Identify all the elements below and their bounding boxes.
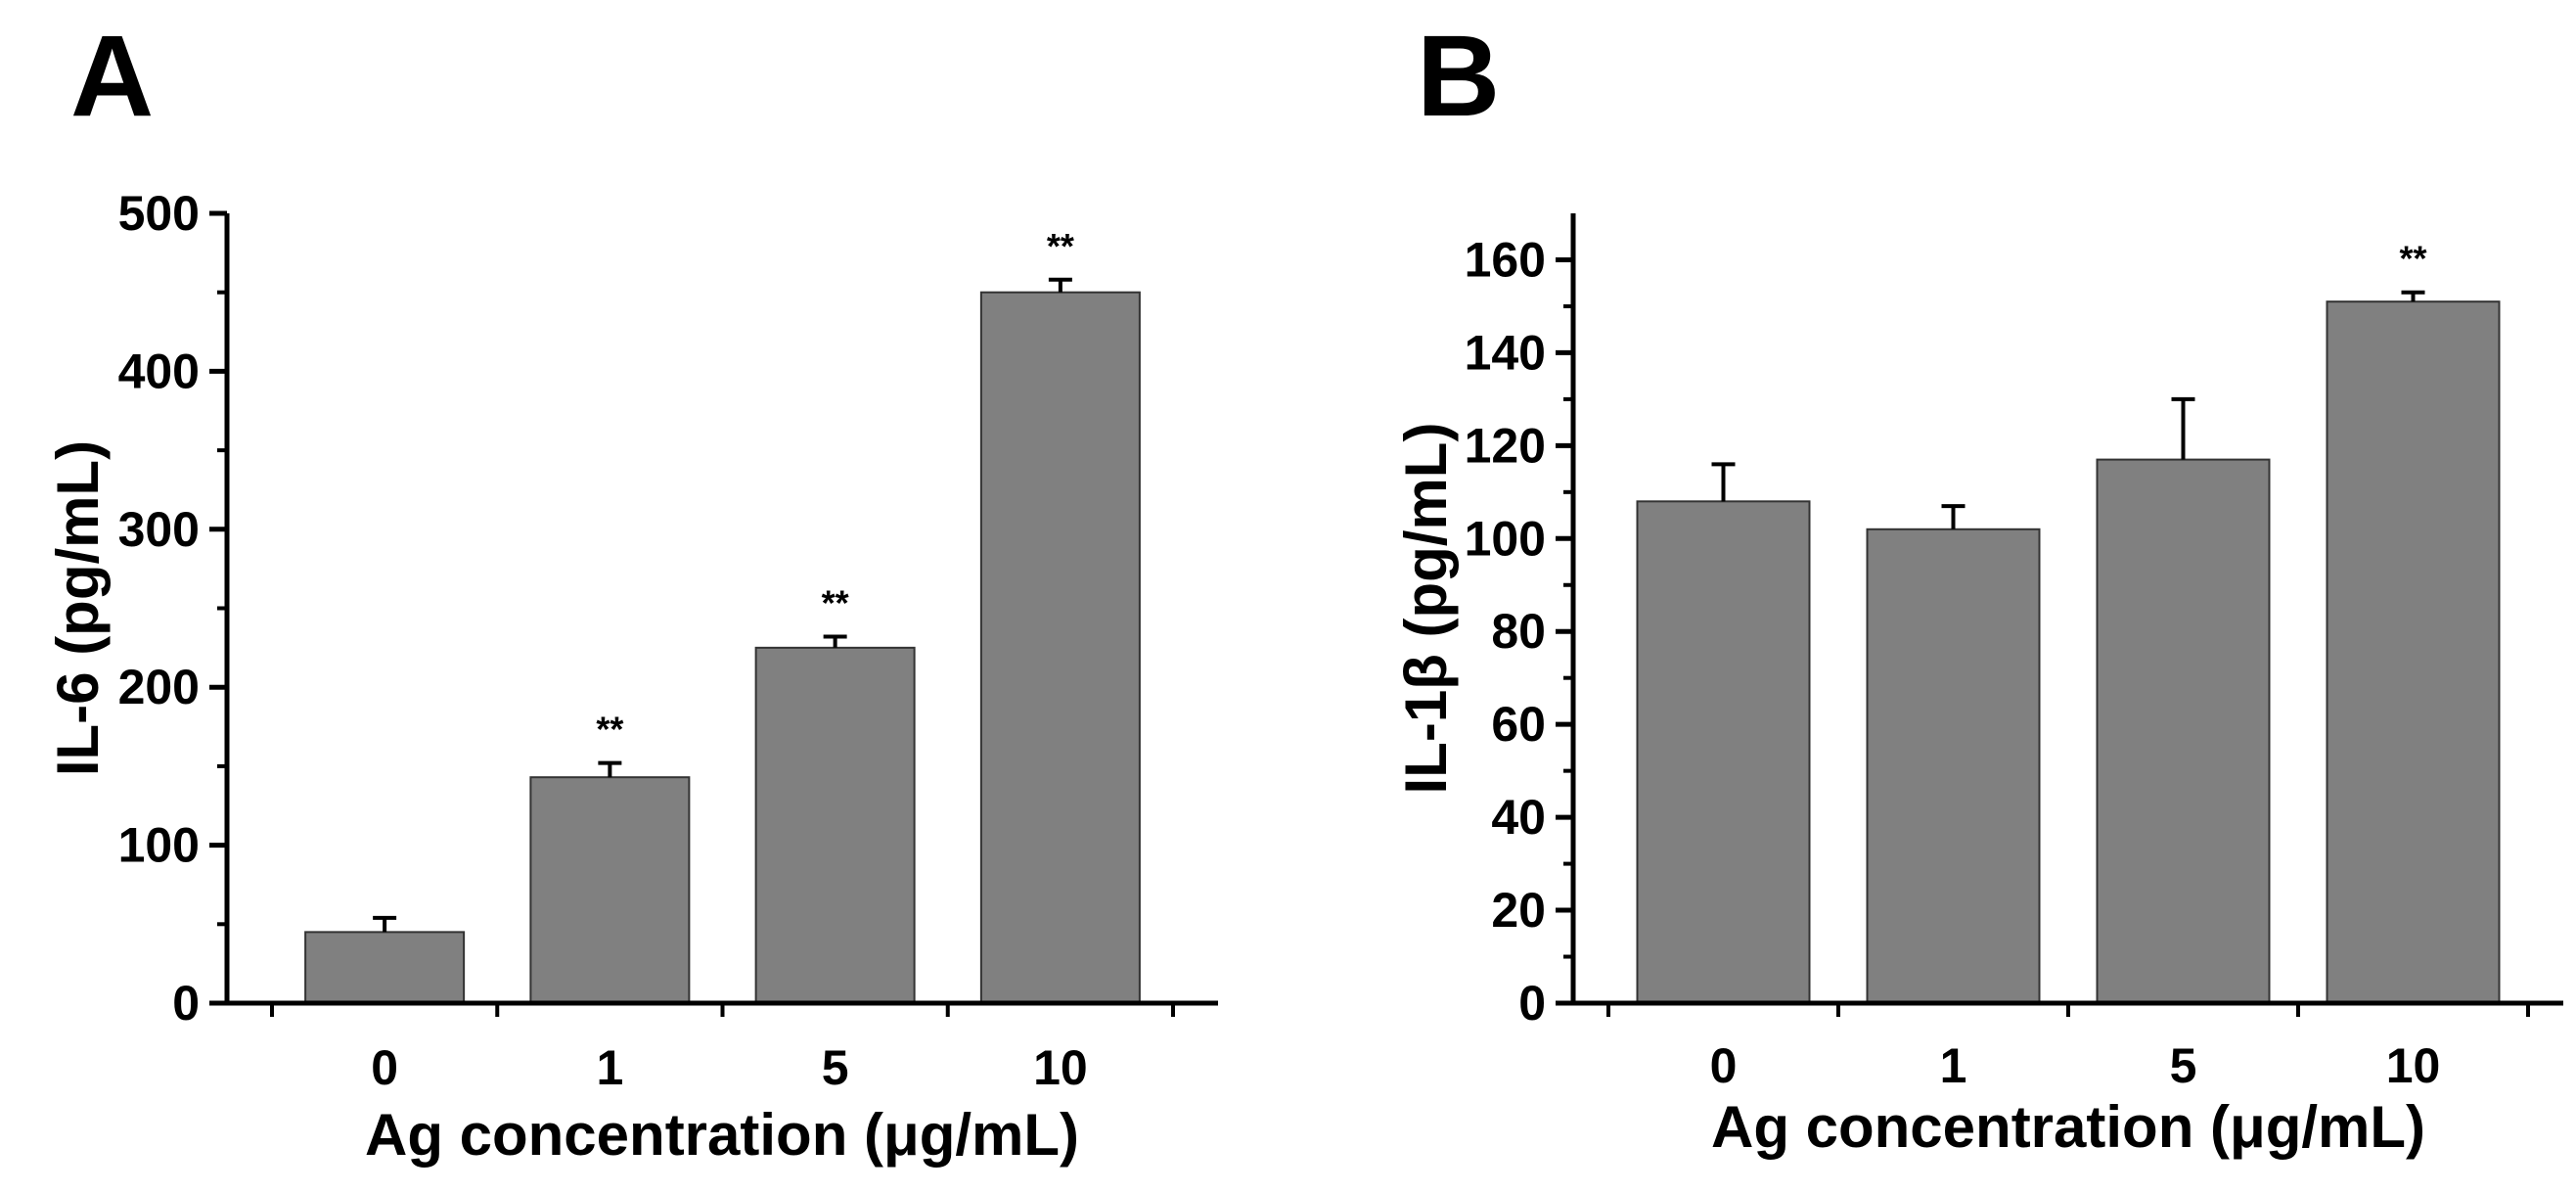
x-tick-label: 5 — [2170, 1038, 2197, 1093]
panel-letter: A — [70, 12, 154, 141]
bar — [529, 776, 691, 1004]
y-tick-label: 100 — [118, 818, 200, 873]
x-tick-label: 0 — [371, 1040, 398, 1095]
bar — [304, 931, 466, 1004]
y-tick-label: 0 — [172, 976, 200, 1031]
panel-letter: B — [1417, 12, 1500, 141]
bar — [979, 291, 1141, 1004]
y-tick-label: 0 — [1518, 976, 1546, 1031]
x-tick-label: 0 — [1710, 1038, 1738, 1093]
significance-label: ** — [596, 710, 623, 750]
y-axis-title: IL-6 (pg/mL) — [45, 440, 111, 776]
panel-a: A ** ** ** 0 100 200 300 400 500 0 1 5 10 Ag concentra… — [45, 12, 1218, 1168]
x-tick-label: 5 — [822, 1040, 849, 1095]
x-tick-label: 1 — [596, 1040, 623, 1095]
y-tick-label: 400 — [118, 344, 200, 398]
x-tick-label: 10 — [1033, 1040, 1088, 1095]
bar — [2096, 458, 2271, 1004]
significance-label: ** — [2399, 239, 2426, 279]
bar — [754, 646, 916, 1004]
significance-label: ** — [822, 583, 849, 623]
y-tick-label: 500 — [118, 186, 200, 241]
y-tick-label: 120 — [1465, 418, 1546, 473]
x-tick-label: 10 — [2386, 1038, 2441, 1093]
y-axis-title: IL-1β (pg/mL) — [1393, 423, 1459, 795]
y-tick-label: 60 — [1491, 697, 1546, 752]
y-tick-label: 300 — [118, 502, 200, 557]
y-tick-label: 40 — [1491, 790, 1546, 845]
significance-label: ** — [1047, 226, 1074, 266]
y-tick-label: 140 — [1465, 325, 1546, 380]
x-axis-title: Ag concentration (μg/mL) — [365, 1102, 1079, 1168]
y-tick-label: 200 — [118, 660, 200, 714]
y-tick-label: 80 — [1491, 604, 1546, 659]
x-tick-label: 1 — [1940, 1038, 1967, 1093]
bar — [1636, 500, 1811, 1004]
y-tick-label: 160 — [1465, 232, 1546, 287]
y-tick-label: 20 — [1491, 883, 1546, 938]
bar — [1866, 528, 2041, 1004]
y-tick-label: 100 — [1465, 511, 1546, 566]
bar — [2326, 300, 2501, 1005]
x-axis-title: Ag concentration (μg/mL) — [1711, 1094, 2425, 1160]
